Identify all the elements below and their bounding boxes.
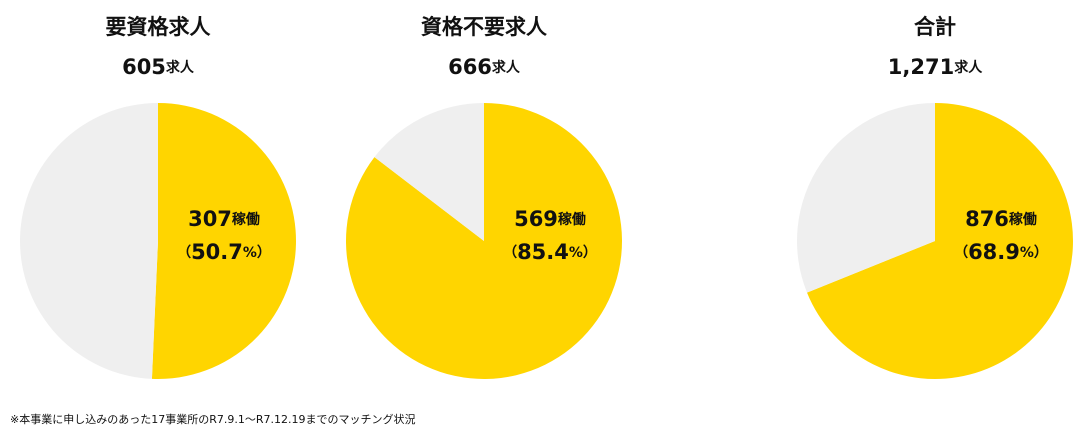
- count-label: 307稼働: [188, 207, 260, 231]
- pie-slice: [151, 103, 296, 379]
- pie-slice: [374, 103, 484, 241]
- pie-slice: [807, 103, 1073, 379]
- pie-title: 合計: [914, 15, 956, 39]
- pie-subtitle: 605求人: [122, 55, 195, 79]
- pie-slice: [796, 103, 935, 293]
- pie-title: 資格不要求人: [421, 15, 547, 39]
- count-label: 569稼働: [514, 207, 586, 231]
- value-label: （85.4%）: [503, 240, 597, 264]
- value-label: （50.7%）: [177, 240, 271, 264]
- value-label: （68.9%）: [954, 240, 1048, 264]
- pie-title: 要資格求人: [106, 15, 211, 39]
- count-label: 876稼働: [965, 207, 1037, 231]
- pie-subtitle: 1,271求人: [888, 55, 983, 79]
- pie-slice: [19, 103, 158, 379]
- pie-slice: [346, 103, 623, 379]
- footnote: ※本事業に申し込みのあった17事業所のR7.9.1～R7.12.19までのマッチ…: [10, 412, 415, 426]
- pie-subtitle: 666求人: [448, 55, 521, 79]
